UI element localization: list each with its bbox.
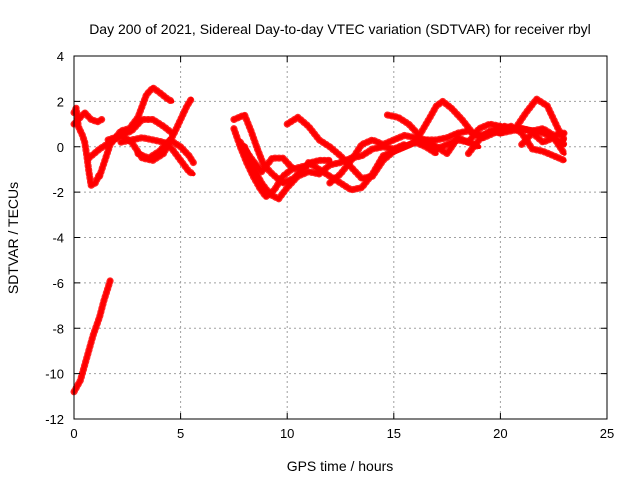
series-pass-3-markers <box>70 109 106 128</box>
x-tick-label: 25 <box>600 426 614 441</box>
x-tick-label: 20 <box>493 426 507 441</box>
x-tick-label: 15 <box>387 426 401 441</box>
y-axis-label: SDTVAR / TECUs <box>5 182 21 294</box>
y-tick-label: -8 <box>52 321 64 336</box>
series-pass-19-markers <box>496 122 568 164</box>
y-tick-label: -12 <box>45 412 64 427</box>
tick-labels: 0 5 10 15 20 25 -12 -10 -8 -6 -4 -2 0 2 4 <box>45 49 614 441</box>
series-pass-20-markers <box>518 129 568 148</box>
y-tick-label: -2 <box>52 185 64 200</box>
series-pass-1-markers <box>70 277 114 396</box>
x-tick-label: 5 <box>177 426 184 441</box>
y-tick-label: -10 <box>45 367 64 382</box>
y-tick-label: 0 <box>57 140 64 155</box>
grid-lines <box>74 56 607 419</box>
y-tick-label: -4 <box>52 231 64 246</box>
series-group <box>70 84 568 396</box>
axis-ticks <box>73 55 608 420</box>
series-pass-12-markers <box>241 141 408 203</box>
x-tick-label: 10 <box>280 426 294 441</box>
series-pass-17-markers <box>422 120 568 158</box>
x-tick-label: 0 <box>70 426 77 441</box>
y-tick-label: 2 <box>57 94 64 109</box>
y-tick-label: -6 <box>52 276 64 291</box>
series-pass-8-markers <box>134 136 197 167</box>
y-tick-label: 4 <box>57 49 64 64</box>
chart-title: Day 200 of 2021, Sidereal Day-to-day VTE… <box>89 21 591 37</box>
x-axis-label: GPS time / hours <box>287 458 394 474</box>
series-pass-14-markers <box>305 138 440 194</box>
